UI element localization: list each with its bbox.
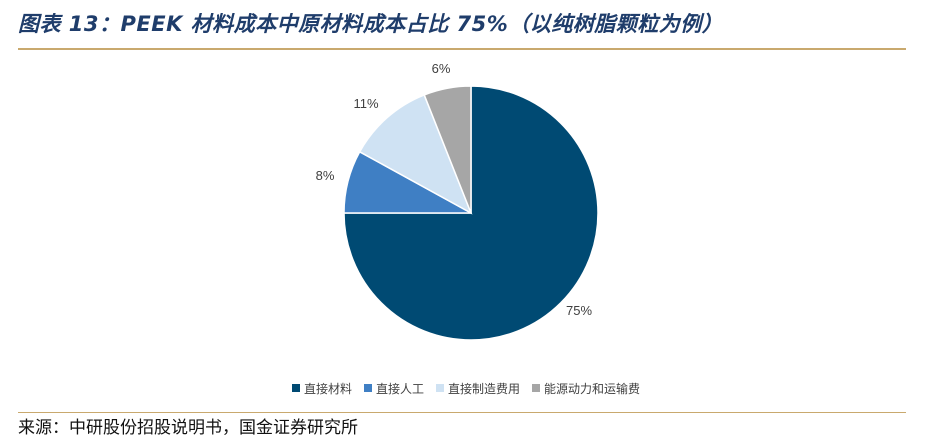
legend: 直接材料 直接人工 直接制造费用 能源动力和运输费 [292, 381, 640, 396]
pie-slices [343, 85, 599, 341]
title-divider [18, 48, 906, 50]
legend-label: 直接材料 [304, 381, 352, 396]
slice-value-label: 8% [316, 168, 335, 183]
legend-swatch [532, 384, 540, 392]
legend-swatch [292, 384, 300, 392]
legend-label: 直接人工 [376, 381, 424, 396]
pie-slice-3 [358, 93, 473, 215]
legend-swatch [364, 384, 372, 392]
legend-label: 能源动力和运输费 [544, 381, 640, 396]
slice-value-label: 11% [353, 96, 378, 111]
pie-slice-4 [423, 85, 472, 214]
pie-slice-1 [343, 85, 599, 341]
legend-label: 直接制造费用 [448, 381, 520, 396]
slice-value-label: 6% [432, 61, 451, 76]
source-note: 来源：中研股份招股说明书，国金证券研究所 [18, 418, 358, 438]
source-divider [18, 412, 906, 413]
chart-title: 图表 13：PEEK 材料成本中原材料成本占比 75%（以纯树脂颗粒为例） [18, 12, 724, 36]
legend-swatch [436, 384, 444, 392]
slice-value-label: 75% [566, 303, 592, 318]
slice-labels: 75% 8% 11% 6% [316, 61, 593, 318]
